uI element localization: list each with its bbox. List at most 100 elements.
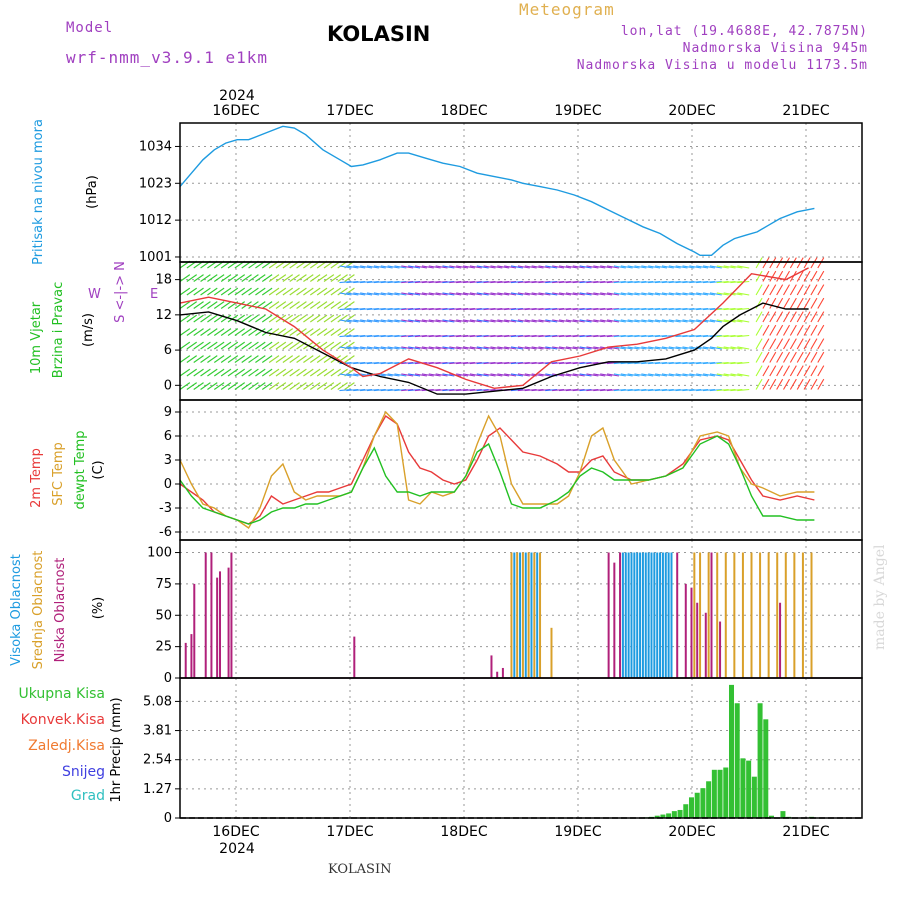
wind-barb (282, 382, 294, 390)
wind-barb (255, 341, 266, 350)
wind-barb (606, 334, 619, 338)
wind-barb (716, 292, 729, 296)
wind-barb (682, 388, 695, 392)
elevation-label: Nadmorska Visina 945m (682, 41, 868, 56)
wind-barb (275, 301, 287, 309)
wind-barb (248, 328, 259, 336)
wind-barb (789, 338, 797, 350)
wind-barb (346, 388, 359, 392)
wind-barb (442, 334, 455, 338)
wind-barb (344, 355, 355, 363)
wind-barb (193, 355, 204, 363)
wind-barb (730, 334, 743, 338)
wind-barb (289, 368, 300, 377)
wind-barb (531, 361, 544, 365)
wind-barb (282, 368, 294, 377)
ytick-label-clouds: 25 (155, 640, 172, 655)
wind-barb (817, 311, 825, 323)
wind-barb (572, 319, 585, 323)
wind-barb (289, 382, 300, 390)
wind-barb (716, 280, 729, 284)
wind-barb (248, 355, 259, 363)
wind-barb (339, 346, 352, 350)
wind-barb (613, 265, 626, 269)
wind-barb (613, 280, 626, 284)
precip-legend-item: Konvek.Kisa (21, 712, 105, 728)
wind-barb (696, 292, 709, 296)
wind-barb (510, 346, 523, 350)
wind-barb (387, 361, 400, 365)
wind-barb (213, 301, 225, 309)
wind-barb (360, 292, 373, 296)
wind-barb (552, 307, 565, 311)
wind-barb (207, 274, 218, 282)
wind-barb (200, 314, 211, 323)
wind-barb (661, 388, 674, 392)
wind-barb (394, 307, 407, 311)
wind-barb (323, 287, 335, 296)
wind-barb (449, 307, 462, 311)
wind-barb (762, 365, 770, 377)
wind-barb (689, 334, 702, 338)
wind-barb (723, 307, 736, 311)
wind-barb (702, 280, 715, 284)
wind-barb (346, 361, 359, 365)
wind-barb (552, 292, 565, 296)
wind-barb (730, 280, 743, 284)
wind-barb (268, 382, 280, 390)
wind-barb (490, 319, 503, 323)
wind-barb (380, 388, 393, 392)
wind-barb (442, 292, 455, 296)
wind-barb (606, 319, 620, 323)
pressure-axis-label: Pritisak na nivou mora (31, 119, 46, 265)
wind-barb (234, 301, 246, 309)
wind-barb (456, 361, 469, 365)
wind-barb (661, 361, 674, 365)
precip-bar (769, 815, 775, 818)
wind-barb (531, 265, 544, 269)
wind-barb (360, 346, 373, 350)
wind-barb (353, 292, 366, 296)
bottom-day-label: 18DEC (440, 824, 487, 840)
wind-barb (476, 373, 489, 377)
wind-barb (565, 307, 578, 311)
precip-bar (706, 781, 712, 818)
wind-barb (490, 265, 503, 269)
wind-barb (268, 328, 280, 336)
wind-barb (620, 319, 633, 323)
wind-barb (737, 346, 750, 350)
temp-dew-label: dewpt Temp (73, 430, 88, 509)
wind-barb (387, 292, 400, 296)
ytick-label-pressure: 1034 (139, 139, 172, 154)
wind-barb (339, 280, 352, 284)
wind-barb (689, 319, 702, 323)
wind-barb (723, 280, 736, 284)
ytick-label-precip: 0 (164, 811, 172, 826)
wind-barb (696, 373, 709, 377)
wind-barb (586, 388, 599, 392)
wind-barb (769, 338, 777, 350)
wind-barb (655, 265, 668, 269)
wind-barb (330, 368, 342, 377)
footer-station: KOLASIN (328, 862, 392, 877)
wind-barb (234, 382, 246, 390)
wind-barb (408, 388, 421, 392)
precip-bar (694, 792, 700, 818)
wind-barb (655, 346, 668, 350)
wind-barb (531, 319, 544, 323)
wind-barb (193, 382, 204, 390)
wind-barb (261, 301, 273, 309)
wind-barb (661, 334, 674, 338)
wind-barb (531, 373, 544, 377)
wind-barb (641, 265, 654, 269)
wind-barb (627, 346, 640, 350)
wind-barb (682, 373, 695, 377)
wind-barb (179, 314, 191, 323)
wind-barb (248, 287, 259, 296)
ytick-label-clouds: 75 (155, 577, 172, 592)
wind-barb (552, 280, 565, 284)
wind-barb (414, 280, 427, 284)
wind-barb (275, 355, 287, 363)
wind-barb (408, 346, 421, 350)
wind-barb (510, 319, 523, 323)
